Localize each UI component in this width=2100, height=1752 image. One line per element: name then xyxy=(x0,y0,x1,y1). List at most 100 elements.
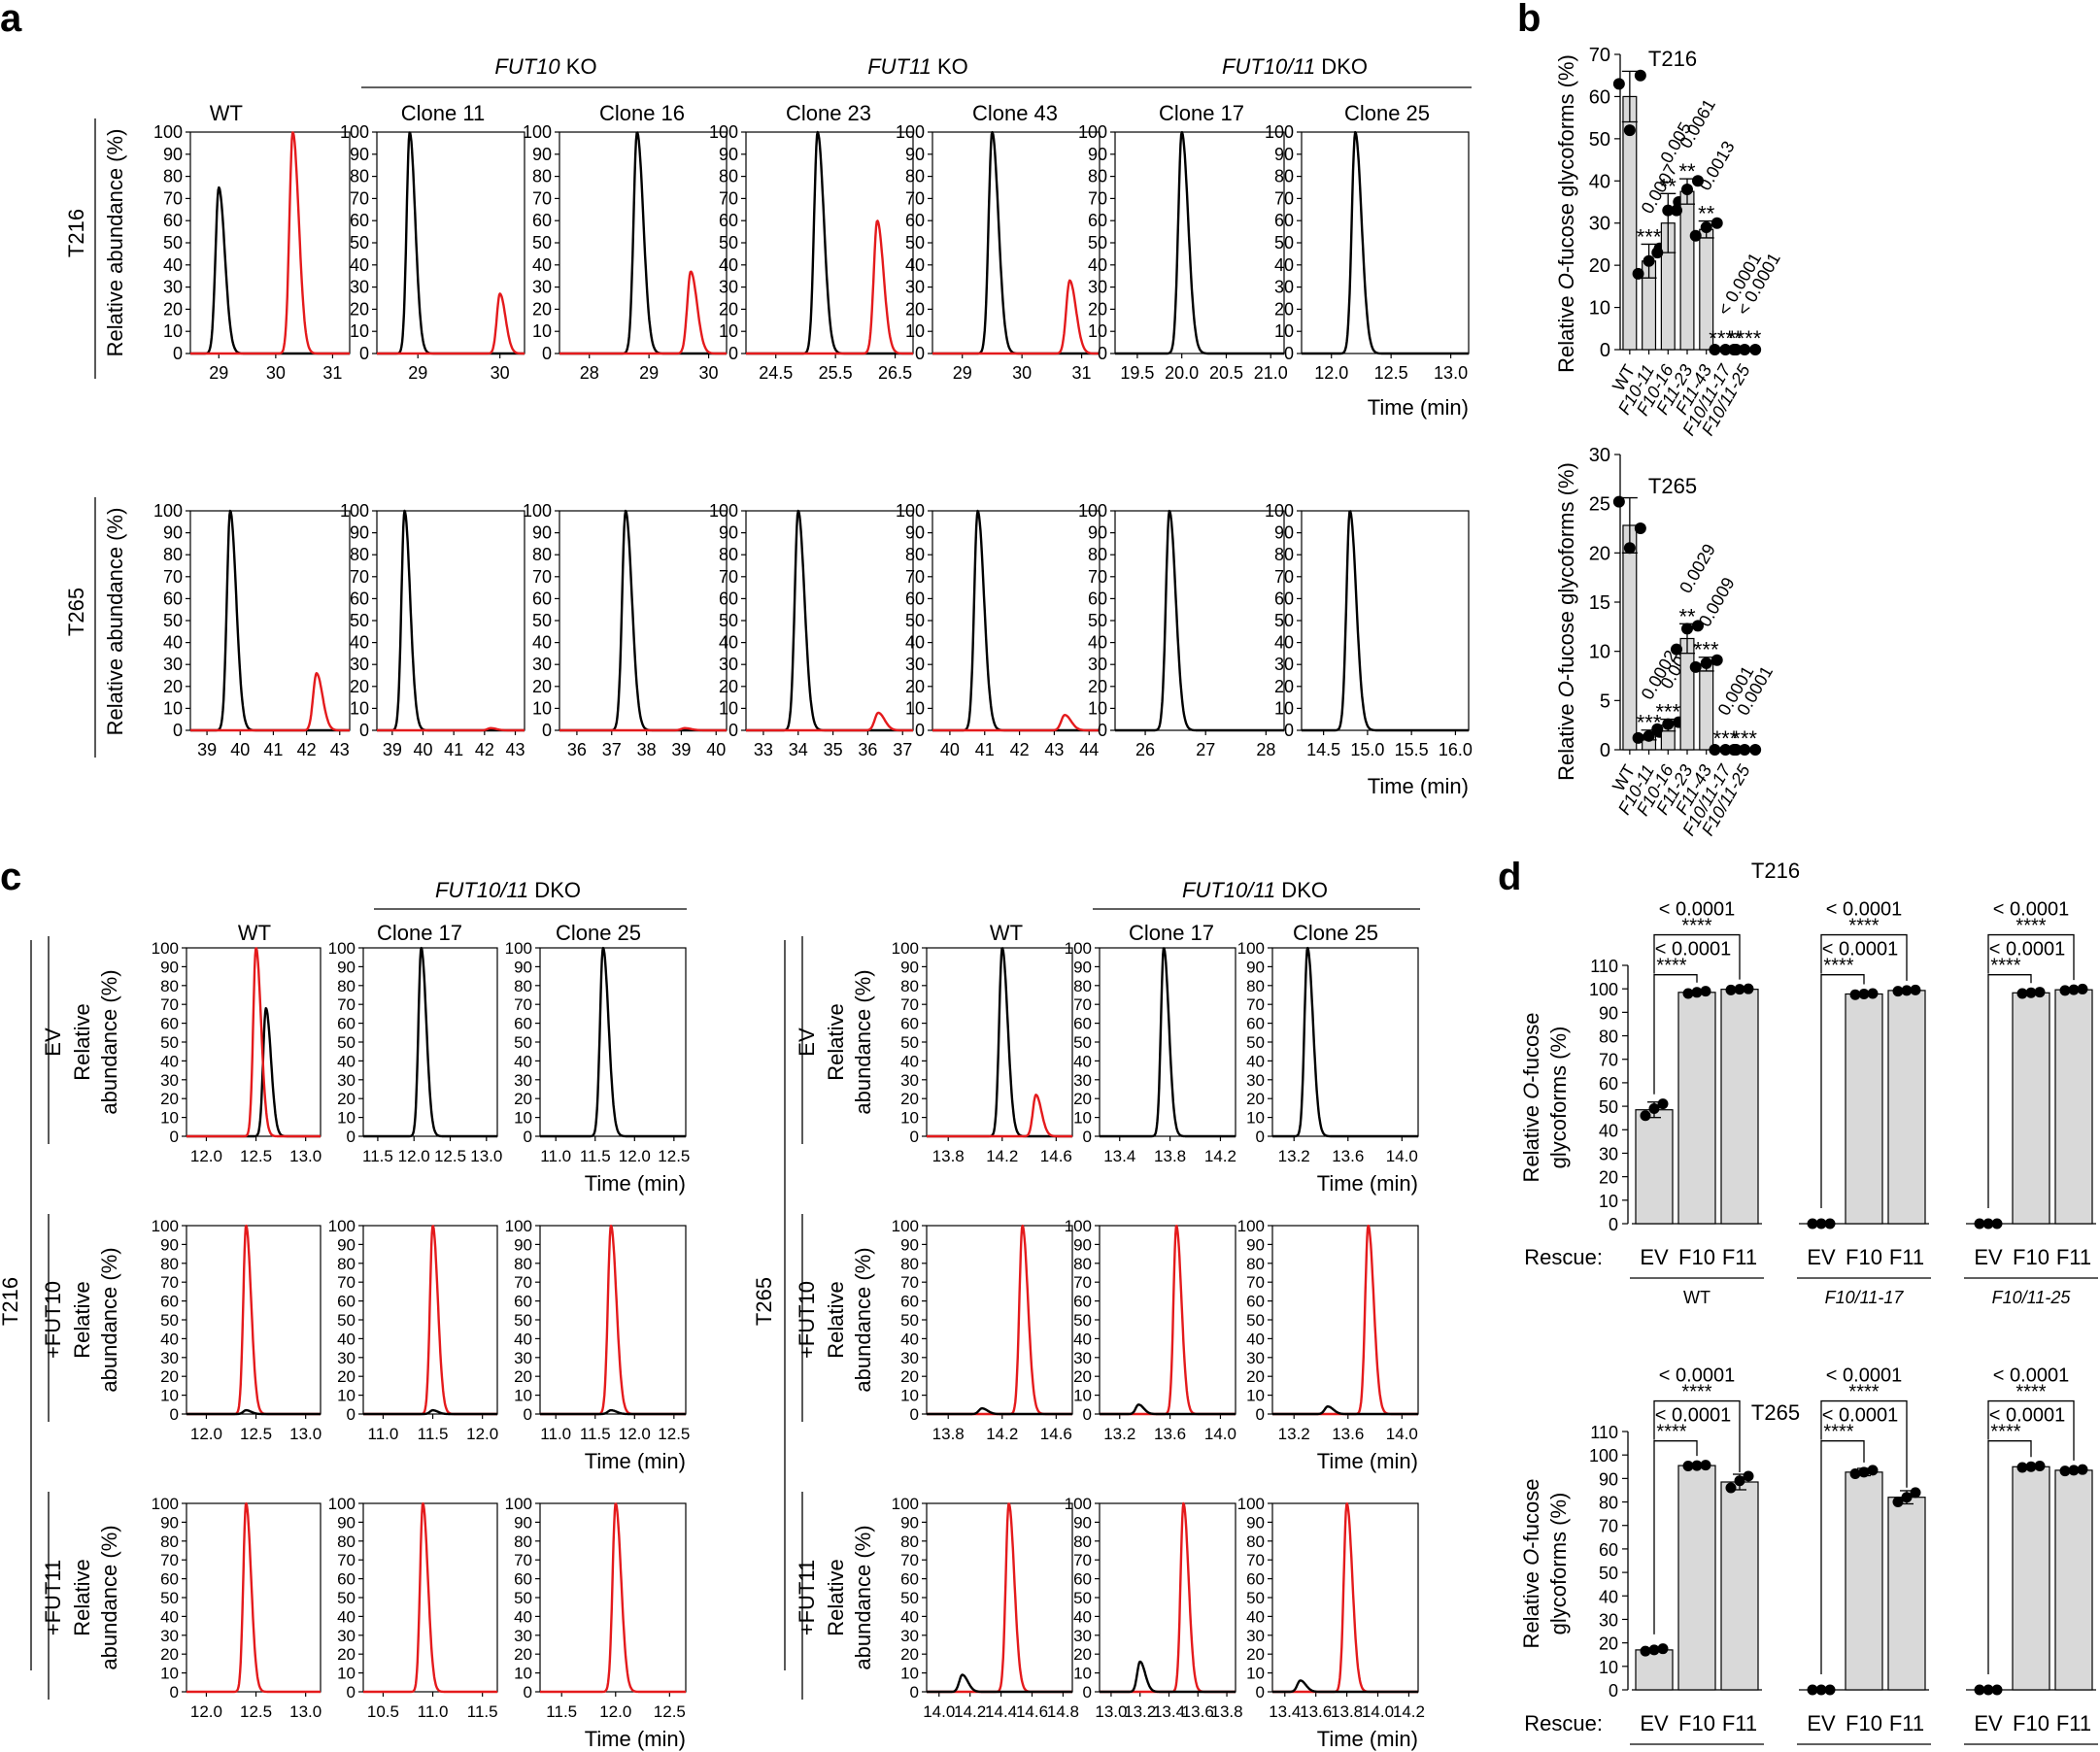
data-point xyxy=(1849,989,1861,1000)
data-point xyxy=(1643,254,1655,267)
y-tick-label: 30 xyxy=(1274,655,1294,674)
y-tick-label: 0 xyxy=(524,1683,532,1701)
data-point xyxy=(1700,221,1712,234)
x-tick-label: 25.5 xyxy=(819,363,853,383)
y-tick-label: 90 xyxy=(1246,1513,1265,1532)
red-trace xyxy=(186,947,322,1138)
x-tick-label: 10.5 xyxy=(367,1702,399,1721)
x-tick-label: 14.0 xyxy=(1204,1425,1236,1443)
rescue-condition-label: F11 xyxy=(1722,1711,1757,1735)
y-tick-label: 100 xyxy=(892,1495,919,1513)
y-tick-label: 10 xyxy=(532,321,552,341)
comparison-stars: **** xyxy=(2015,916,2046,937)
y-tick-label: 40 xyxy=(350,633,369,653)
rescue-condition-label: EV xyxy=(1974,1245,2003,1269)
data-point xyxy=(1728,744,1741,756)
y-tick-label: 60 xyxy=(160,1293,179,1311)
group-label: F10/11-25 xyxy=(1992,1288,2072,1307)
rescue-condition-label: F10 xyxy=(2013,1245,2049,1269)
y-tick-label: 0 xyxy=(915,344,925,363)
y-tick-label: 60 xyxy=(1073,1570,1092,1589)
c-ylabel-line2: abundance (%) xyxy=(851,969,875,1114)
comparison-p-value: < 0.0001 xyxy=(1993,899,2069,921)
y-tick-label: 90 xyxy=(1088,145,1107,164)
x-tick-label: 41 xyxy=(263,740,283,759)
x-tick-label: 13.8 xyxy=(1154,1147,1186,1165)
significance-stars: *** xyxy=(1655,700,1680,724)
red-trace xyxy=(539,1502,687,1694)
x-tick-label: 36 xyxy=(567,740,587,759)
x-tick-label: 13.2 xyxy=(1278,1425,1310,1443)
x-tick-label: 13.8 xyxy=(932,1147,965,1165)
data-point xyxy=(1623,124,1636,137)
y-tick-label: 90 xyxy=(350,523,369,543)
plot-frame xyxy=(931,510,1101,731)
y-tick-label: 30 xyxy=(532,655,552,674)
group-label: F10/11-17 xyxy=(1825,1288,1905,1307)
y-tick-label: 60 xyxy=(1246,1293,1265,1311)
data-point xyxy=(1892,1497,1904,1508)
y-tick-label: 40 xyxy=(160,1330,179,1348)
c-ylabel-line1: Relative xyxy=(824,1003,848,1080)
bar xyxy=(1679,190,1695,351)
x-tick-label: 30 xyxy=(699,363,719,383)
data-point xyxy=(1749,744,1762,756)
a-xlabel-top: Time (min) xyxy=(1368,395,1469,420)
y-tick-label: 50 xyxy=(1073,1589,1092,1607)
data-point xyxy=(1632,731,1644,744)
y-tick-label: 100 xyxy=(328,1217,356,1235)
a-xlabel-bottom: Time (min) xyxy=(1368,774,1469,798)
y-tick-label: 50 xyxy=(1246,1033,1265,1052)
y-tick-label: 70 xyxy=(900,1551,919,1569)
y-tick-label: 90 xyxy=(900,958,919,976)
c-right-col-title-clone17: Clone 17 xyxy=(1129,921,1214,945)
data-point xyxy=(1725,984,1737,995)
comparison-p-value: < 0.0001 xyxy=(1659,899,1735,921)
x-tick-label: 12.5 xyxy=(240,1425,272,1443)
c-xlabel: Time (min) xyxy=(585,1171,686,1196)
bar xyxy=(1679,637,1695,751)
c-row-label-ev: EV xyxy=(41,1028,65,1057)
y-tick-label: 40 xyxy=(1073,1052,1092,1070)
y-tick-label: 30 xyxy=(1589,445,1610,466)
x-tick-label: 11.0 xyxy=(540,1147,571,1165)
d-title-t216: T216 xyxy=(1751,859,1800,883)
data-point xyxy=(1824,1218,1836,1230)
y-tick-label: 50 xyxy=(337,1311,356,1330)
data-point xyxy=(1689,229,1702,242)
y-tick-label: 40 xyxy=(1599,1121,1618,1140)
y-tick-label: 15 xyxy=(1589,592,1610,614)
y-tick-label: 80 xyxy=(160,977,179,995)
data-point xyxy=(2025,1461,2037,1472)
y-tick-label: 20 xyxy=(350,299,369,319)
y-tick-label: 10 xyxy=(900,1387,919,1405)
y-tick-label: 20 xyxy=(1274,299,1294,319)
x-tick-label: 13.0 xyxy=(1095,1702,1127,1721)
data-point xyxy=(1709,744,1721,756)
y-tick-label: 40 xyxy=(1246,1607,1265,1626)
red-trace xyxy=(362,1225,498,1416)
data-point xyxy=(1651,247,1664,259)
x-tick-label: 39 xyxy=(197,740,217,759)
y-tick-label: 70 xyxy=(905,188,925,208)
y-tick-label: 40 xyxy=(1599,1587,1618,1606)
x-tick-label: 15.5 xyxy=(1395,740,1429,759)
y-tick-label: 100 xyxy=(152,1495,179,1513)
a-ylabel-t265: Relative abundance (%) xyxy=(103,508,127,736)
data-point xyxy=(1640,1110,1651,1122)
y-tick-label: 40 xyxy=(1246,1052,1265,1070)
y-tick-label: 90 xyxy=(719,523,738,543)
data-point xyxy=(1974,1218,1985,1230)
y-tick-label: 30 xyxy=(163,278,183,297)
y-tick-label: 20 xyxy=(1599,1168,1618,1188)
y-tick-label: 0 xyxy=(728,344,738,363)
y-tick-label: 60 xyxy=(1073,1293,1092,1311)
x-tick-label: 13.0 xyxy=(1434,363,1468,383)
y-tick-label: 0 xyxy=(1284,721,1294,740)
y-tick-label: 10 xyxy=(1073,1109,1092,1128)
data-point xyxy=(1709,344,1721,355)
